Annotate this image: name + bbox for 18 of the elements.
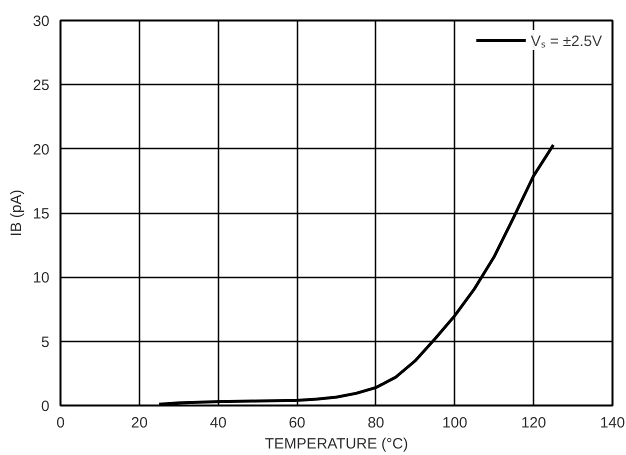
y-tick-label: 15 [32, 206, 50, 222]
x-tick-label: 40 [210, 414, 227, 432]
y-tick-label: 20 [32, 141, 50, 158]
y-axis-title: IB (pA) [8, 190, 25, 236]
x-tick-label: 80 [368, 414, 384, 432]
x-tick-label: 20 [131, 414, 148, 432]
y-tick-label: 10 [32, 270, 50, 287]
y-tick-label: 5 [41, 334, 50, 351]
legend-label: Vₛ = ±2.5V [530, 32, 602, 50]
x-tick-label: 0 [56, 414, 65, 432]
x-tick-label: 120 [521, 414, 546, 432]
y-tick-label: 0 [41, 398, 50, 415]
y-tick-label: 25 [32, 77, 50, 94]
x-tick-label: 100 [442, 414, 468, 432]
x-tick-label: 140 [600, 414, 626, 432]
x-axis-title: TEMPERATURE (°C) [264, 436, 408, 452]
y-tick-label: 30 [32, 13, 50, 30]
x-tick-label: 60 [288, 414, 306, 432]
